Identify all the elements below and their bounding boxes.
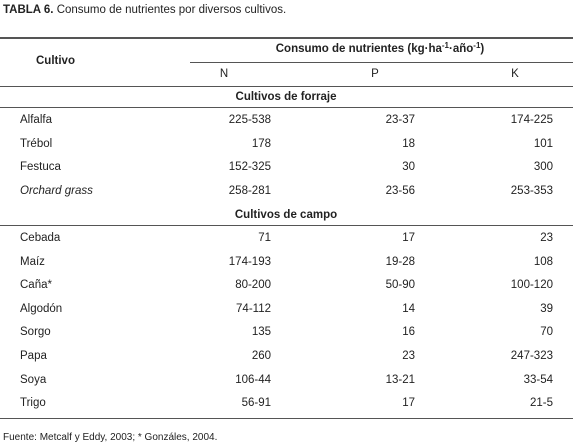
row-label: Cebada: [20, 232, 61, 244]
cell: 56-91: [241, 397, 271, 410]
section-title: Cultivos de campo: [234, 209, 338, 221]
cell: 247-323: [510, 350, 553, 362]
cell: 30: [402, 161, 415, 174]
cell: 14: [402, 302, 415, 315]
cell: 152-325: [228, 161, 271, 174]
cell: 174-225: [510, 114, 553, 126]
cell: 33-54: [523, 373, 553, 386]
cell: 18: [402, 137, 415, 150]
cell: 23: [402, 350, 415, 362]
cell: 74-112: [236, 302, 271, 315]
row-label: Alfalfa: [20, 114, 52, 126]
cell: 39: [540, 302, 553, 315]
cell: 100-120: [510, 279, 553, 292]
cell: 258-281: [228, 184, 271, 197]
cell: 70: [540, 326, 553, 339]
row-label: Sorgo: [20, 326, 51, 339]
cell: 21-5: [529, 397, 553, 410]
cell: 19-28: [385, 255, 415, 268]
cell: 17: [402, 232, 415, 244]
row-label: Algodón: [20, 302, 63, 315]
rule: [190, 62, 573, 63]
row-label: Trébol: [20, 137, 53, 150]
cell: 23-56: [385, 184, 415, 197]
header-group: Consumo de nutrientes (kg·ha-1·año-1): [276, 42, 485, 56]
cell: 23: [540, 232, 553, 244]
cell: 101: [533, 137, 553, 150]
cell: 80-200: [235, 279, 271, 292]
cell: 300: [533, 161, 553, 174]
row-label: Orchard grass: [20, 184, 93, 197]
title: TABLA 6. Consumo de nutrientes por diver…: [3, 3, 286, 17]
rule: [0, 418, 573, 419]
section-title: Cultivos de forraje: [235, 91, 337, 103]
header-sup: -1: [441, 41, 449, 50]
header-sup: -1: [473, 41, 481, 50]
header-cultivo: Cultivo: [36, 55, 75, 67]
cell: 13-21: [385, 373, 415, 386]
cell: 106-44: [235, 373, 271, 386]
cell: 50-90: [385, 279, 415, 292]
row-label: Papa: [20, 350, 47, 362]
cell: 17: [402, 397, 415, 410]
row-label: Caña*: [20, 279, 52, 292]
header-text: ·año: [449, 43, 474, 55]
row-label: Trigo: [20, 397, 46, 410]
row-label: Festuca: [20, 161, 61, 174]
rule: [0, 225, 573, 226]
row-label: Maíz: [20, 255, 45, 268]
cell: 225-538: [228, 114, 271, 126]
title-label: TABLA 6.: [3, 4, 54, 16]
cell: 260: [251, 350, 271, 362]
cell: 108: [533, 255, 553, 268]
column-header: N: [219, 68, 229, 80]
rule: [0, 107, 573, 108]
header-text: Consumo de nutrientes (kg·ha: [275, 43, 442, 55]
cell: 178: [251, 137, 271, 150]
cell: 16: [402, 326, 415, 339]
cell: 135: [251, 326, 271, 339]
column-header: P: [371, 68, 379, 80]
title-text: Consumo de nutrientes por diversos culti…: [56, 4, 287, 16]
cell: 23-37: [385, 114, 415, 126]
rule: [0, 37, 573, 39]
header-text: ): [480, 43, 485, 55]
row-label: Soya: [20, 373, 47, 386]
footer: Fuente: Metcalf y Eddy, 2003; * Gonzáles…: [3, 432, 218, 443]
cell: 71: [258, 232, 271, 244]
cell: 174-193: [228, 255, 271, 268]
cell: 253-353: [510, 184, 553, 197]
rule: [0, 86, 573, 87]
column-header: K: [511, 68, 519, 80]
